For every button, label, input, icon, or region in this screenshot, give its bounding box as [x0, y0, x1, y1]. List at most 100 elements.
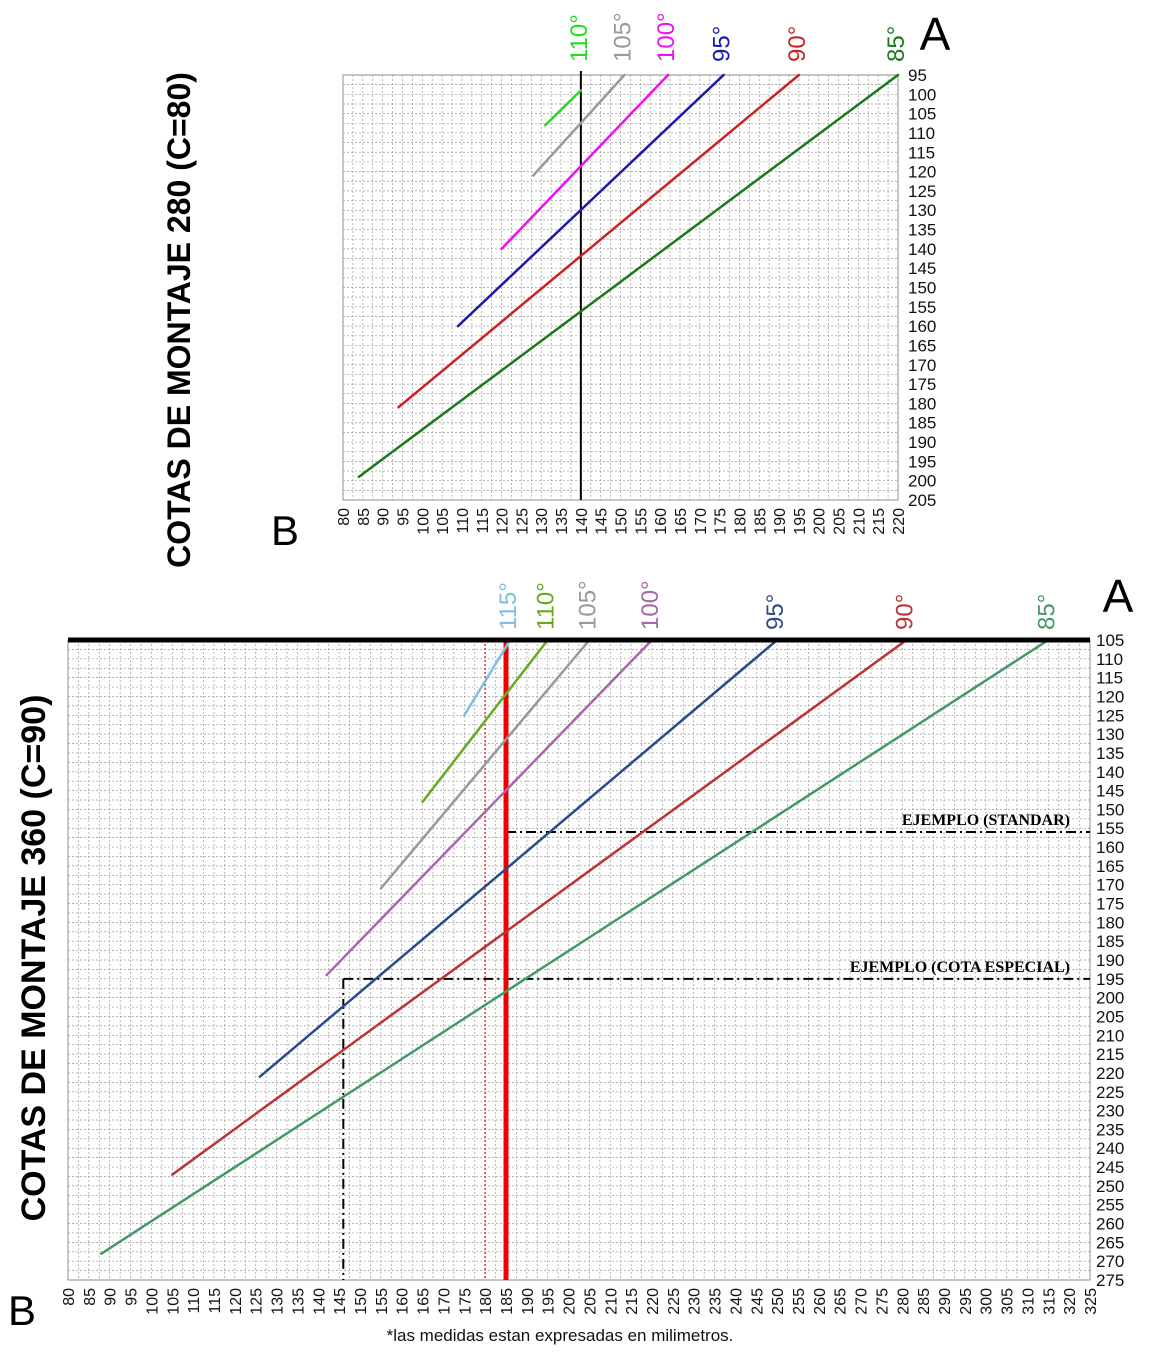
x-tick-label: 245	[749, 1288, 766, 1315]
x-tick-label: 140	[574, 508, 591, 535]
x-tick-label: 145	[332, 1288, 349, 1315]
x-tick-label: 135	[290, 1288, 307, 1315]
x-tick-label: 120	[228, 1288, 245, 1315]
y-tick-label: 210	[1096, 1026, 1124, 1045]
y-tick-label: 145	[908, 259, 936, 278]
x-tick-label: 130	[270, 1288, 287, 1315]
y-tick-label: 150	[1096, 800, 1124, 819]
y-tick-label: 110	[908, 124, 935, 143]
series-label: 90°	[784, 26, 811, 62]
x-tick-label: 265	[833, 1288, 850, 1315]
x-tick-label: 105	[435, 508, 452, 535]
y-tick-label: 170	[908, 356, 936, 375]
series-line	[532, 73, 626, 177]
x-tick-label: 145	[594, 508, 611, 535]
annotation-label: EJEMPLO (COTA ESPECIAL)	[850, 959, 1070, 976]
x-tick-label: 85	[356, 508, 373, 526]
y-tick-label: 185	[908, 414, 936, 433]
y-tick-label: 175	[908, 375, 936, 394]
series-label: 95°	[762, 594, 789, 630]
x-tick-label: 150	[353, 1288, 370, 1315]
series-line	[456, 73, 725, 328]
y-tick-label: 150	[908, 279, 936, 298]
y-tick-label: 180	[908, 394, 936, 413]
footnote: *las medidas estan expresadas en milimet…	[386, 1326, 734, 1345]
series-line	[463, 638, 512, 717]
x-tick-label: 130	[534, 508, 551, 535]
y-tick-label: 105	[1096, 631, 1124, 650]
x-tick-label: 155	[633, 508, 650, 535]
x-tick-label: 115	[475, 508, 492, 534]
series-label: 105°	[574, 580, 601, 630]
x-tick-label: 250	[770, 1288, 787, 1315]
x-tick-label: 295	[958, 1288, 975, 1315]
x-tick-label: 290	[937, 1288, 954, 1315]
chart-title: COTAS DE MONTAJE 280 (C=80)	[161, 72, 197, 568]
x-tick-label: 85	[82, 1288, 99, 1306]
y-tick-label: 265	[1096, 1233, 1124, 1252]
x-tick-label: 220	[891, 508, 908, 535]
y-tick-label: 195	[908, 452, 936, 471]
x-tick-label: 110	[455, 508, 472, 534]
x-tick-label: 150	[614, 508, 631, 535]
x-tick-label: 90	[103, 1288, 120, 1306]
series-line	[379, 638, 591, 890]
x-tick-label: 155	[374, 1288, 391, 1315]
y-tick-label: 215	[1096, 1045, 1124, 1064]
x-tick-label: 220	[645, 1288, 662, 1315]
x-tick-label: 195	[541, 1288, 558, 1315]
y-tick-label: 115	[908, 143, 935, 162]
series-line	[258, 638, 779, 1078]
y-tick-label: 200	[908, 472, 936, 491]
series-line	[357, 73, 900, 479]
x-tick-label: 120	[495, 508, 512, 535]
x-tick-label: 175	[713, 508, 730, 535]
x-tick-label: 205	[582, 1288, 599, 1315]
y-tick-label: 180	[1096, 913, 1124, 932]
y-tick-label: 235	[1096, 1120, 1124, 1139]
x-tick-label: 160	[653, 508, 670, 535]
x-tick-label: 170	[436, 1288, 453, 1315]
y-tick-label: 130	[1096, 725, 1124, 744]
y-tick-label: 200	[1096, 989, 1124, 1008]
x-tick-label: 180	[732, 508, 749, 535]
x-tick-label: 200	[812, 508, 829, 535]
y-tick-label: 175	[1096, 895, 1124, 914]
x-tick-label: 280	[895, 1288, 912, 1315]
series-line	[171, 638, 908, 1176]
series-label: 110°	[533, 582, 560, 630]
x-tick-label: 210	[851, 508, 868, 535]
axis-label-b: B	[271, 507, 299, 554]
x-tick-label: 105	[165, 1288, 182, 1315]
x-tick-label: 110	[186, 1288, 203, 1314]
x-tick-label: 325	[1083, 1288, 1100, 1315]
x-tick-label: 305	[1000, 1288, 1017, 1315]
x-tick-label: 255	[791, 1288, 808, 1315]
series-line	[397, 73, 801, 409]
y-tick-label: 135	[908, 221, 936, 240]
chart-2: 80 85 90 95 100 105 110 115 120 125 130 135 140 145 15…	[8, 570, 1134, 1334]
y-tick-label: 255	[1096, 1196, 1124, 1215]
y-tick-label: 155	[908, 298, 936, 317]
x-tick-label: 315	[1041, 1288, 1058, 1315]
x-tick-label: 200	[562, 1288, 579, 1315]
y-tick-label: 165	[1096, 857, 1124, 876]
y-tick-label: 125	[1096, 706, 1124, 725]
series-label: 85°	[1033, 594, 1060, 630]
y-tick-label: 230	[1096, 1102, 1124, 1121]
y-tick-label: 120	[1096, 687, 1124, 706]
axis-label-a: A	[920, 8, 951, 60]
annotation-label: EJEMPLO (STANDAR)	[902, 812, 1070, 829]
y-tick-label: 105	[908, 105, 936, 124]
x-tick-label: 240	[728, 1288, 745, 1315]
series-label: 115°	[495, 582, 522, 630]
x-tick-label: 185	[499, 1288, 516, 1315]
y-tick-label: 220	[1096, 1064, 1124, 1083]
y-tick-label: 245	[1096, 1158, 1124, 1177]
y-tick-label: 225	[1096, 1083, 1124, 1102]
x-tick-label: 100	[144, 1288, 161, 1315]
x-tick-label: 175	[457, 1288, 474, 1315]
y-tick-label: 130	[908, 201, 936, 220]
series-line	[543, 89, 583, 127]
